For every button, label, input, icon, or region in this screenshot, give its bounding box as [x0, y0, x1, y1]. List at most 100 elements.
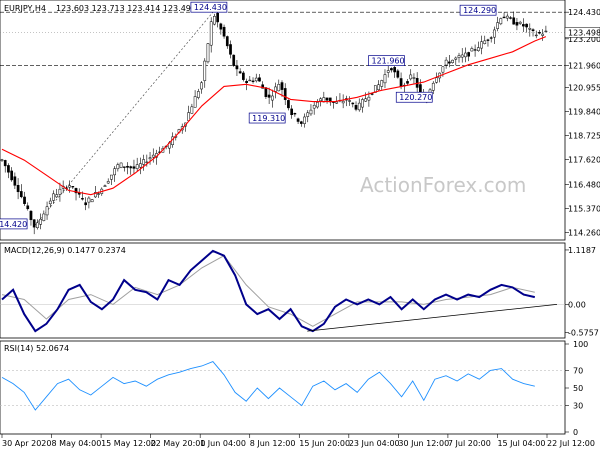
candle-body — [518, 21, 522, 24]
candle-body — [222, 26, 226, 37]
candle-body — [451, 59, 454, 63]
candle-body — [45, 206, 49, 216]
candle-body — [470, 48, 474, 52]
candle-body — [341, 100, 345, 104]
price-ytick-label-0: 124.430 — [568, 8, 600, 17]
annotation-box-4 — [248, 112, 286, 124]
candle-body — [126, 165, 129, 168]
candle-body — [499, 18, 503, 25]
candle-body — [444, 59, 448, 66]
candle-body — [390, 68, 393, 71]
candle-body — [525, 23, 528, 28]
price-ytick-label-4: 119.840 — [568, 108, 600, 117]
xtick-label-1: 8 May 04:00 — [52, 439, 102, 448]
candle-body — [148, 157, 152, 160]
annotation-label-1: 124.290 — [463, 6, 496, 15]
candle-body — [116, 164, 120, 170]
candle-body — [242, 72, 245, 80]
candle-body — [42, 213, 46, 221]
candle-body — [386, 70, 390, 73]
candle-body — [26, 205, 30, 210]
candle-body — [316, 102, 319, 108]
candle-body — [274, 86, 277, 92]
candle-body — [383, 74, 387, 84]
candle-body — [48, 200, 52, 205]
candle-body — [151, 154, 155, 158]
price-series-group: 124.430 124.290 121.960 120.270 119.310 114.4… — [0, 1, 565, 235]
candle-body — [216, 12, 219, 23]
candle-body — [87, 197, 91, 203]
candle-body — [267, 94, 271, 98]
candle-body — [203, 60, 207, 81]
candle-body — [290, 108, 294, 115]
candle-body — [90, 199, 94, 203]
candle-body — [512, 17, 516, 25]
candle-body — [235, 65, 239, 70]
candle-body — [412, 77, 416, 79]
macd-line — [1, 249, 536, 333]
moving-average-line — [1, 36, 547, 196]
candle-body — [251, 80, 255, 82]
candle-body — [431, 82, 435, 91]
candle-body — [296, 118, 300, 122]
candle-body — [270, 95, 274, 101]
candle-body — [409, 74, 413, 80]
candle-body — [209, 21, 213, 46]
rsi-ytick-label-1: 70 — [573, 366, 583, 375]
candle-body — [460, 54, 464, 58]
candle-body — [441, 66, 445, 73]
candle-body — [103, 185, 107, 187]
candle-body — [354, 105, 358, 110]
watermark: ActionForex.com — [360, 173, 526, 197]
candle-body — [447, 61, 451, 64]
candle-body — [509, 17, 512, 19]
candle-body — [283, 88, 287, 100]
price-ytick-label-6: 117.620 — [568, 156, 600, 165]
candle-body — [139, 163, 142, 168]
price-ytick-label-8: 115.370 — [568, 204, 600, 213]
xtick-label-5: 8 Jun 12:00 — [250, 439, 296, 448]
candle-body — [493, 29, 496, 38]
candle-body — [225, 36, 229, 47]
candle-body — [206, 43, 210, 63]
candle-body — [93, 192, 97, 198]
candle-body — [534, 34, 538, 37]
candle-body — [505, 15, 509, 19]
candle-body — [522, 24, 525, 27]
candle-body — [248, 79, 252, 82]
annotation-label-3: 120.270 — [399, 93, 432, 102]
annotation-box-0 — [190, 1, 228, 13]
price-ytick-label-2: 121.960 — [568, 62, 600, 71]
rsi-panel-frame — [0, 340, 566, 435]
candle-body — [361, 99, 364, 108]
rsi-ytick-label-0: 100 — [573, 340, 588, 349]
candle-body — [312, 104, 316, 109]
annotation-box-3 — [395, 91, 433, 103]
rsi-ytick-label-2: 50 — [573, 384, 583, 393]
annotation-box-1 — [459, 4, 497, 16]
candle-body — [293, 113, 297, 115]
candle-body — [16, 184, 20, 193]
candle-body — [68, 185, 71, 188]
candle-body — [544, 30, 548, 33]
candle-body — [303, 116, 306, 124]
candle-body — [528, 28, 532, 30]
macd-series-group — [0, 249, 565, 333]
candle-body — [3, 160, 7, 167]
candle-body — [515, 22, 519, 26]
axes-group: 124.430 123.200 121.960 120.955 119.840 118.7… — [1, 8, 600, 448]
candle-body — [254, 77, 258, 82]
annotation-label-4: 119.310 — [252, 114, 285, 123]
candle-body — [238, 71, 242, 74]
macd-title: MACD(12,26,9) 0.1477 0.2374 — [4, 246, 126, 255]
candle-body — [299, 121, 303, 124]
xtick-label-7: 23 Jun 04:00 — [349, 439, 400, 448]
candle-body — [541, 33, 545, 36]
candle-body — [480, 41, 483, 49]
price-ytick-label-5: 118.725 — [568, 132, 600, 141]
candle-body — [84, 202, 88, 206]
candle-body — [145, 161, 149, 163]
price-title: EURJPY,H4 — [4, 4, 46, 13]
xtick-label-9: 7 Jul 20:00 — [448, 439, 491, 448]
